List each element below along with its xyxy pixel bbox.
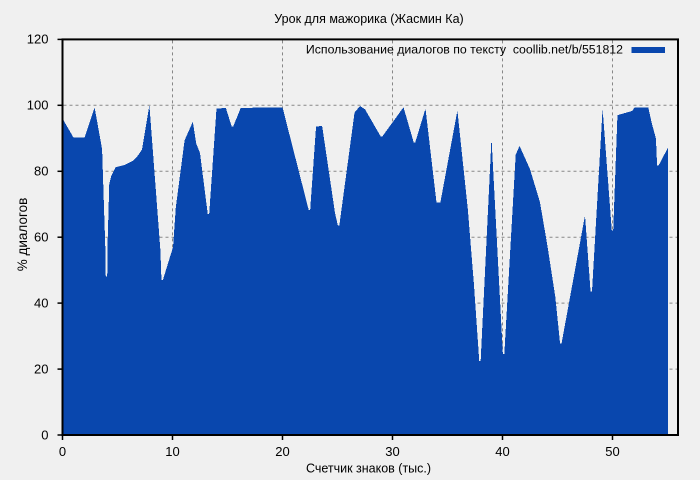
svg-text:0: 0: [59, 444, 66, 459]
svg-text:50: 50: [605, 444, 619, 459]
svg-text:40: 40: [34, 295, 48, 310]
svg-text:40: 40: [495, 444, 509, 459]
svg-text:Урок для мажорика (Жасмин Ка): Урок для мажорика (Жасмин Ка): [274, 12, 463, 26]
svg-text:100: 100: [27, 98, 49, 113]
svg-text:Счетчик знаков (тыс.): Счетчик знаков (тыс.): [306, 462, 431, 476]
svg-text:30: 30: [385, 444, 399, 459]
svg-text:% диалогов: % диалогов: [15, 198, 30, 272]
svg-text:Использование диалогов по текс: Использование диалогов по тексту coollib…: [306, 42, 623, 56]
svg-text:20: 20: [275, 444, 289, 459]
svg-text:120: 120: [27, 32, 49, 47]
svg-text:10: 10: [165, 444, 179, 459]
svg-text:60: 60: [34, 230, 48, 245]
svg-text:20: 20: [34, 361, 48, 376]
svg-text:80: 80: [34, 164, 48, 179]
svg-text:0: 0: [41, 427, 48, 442]
